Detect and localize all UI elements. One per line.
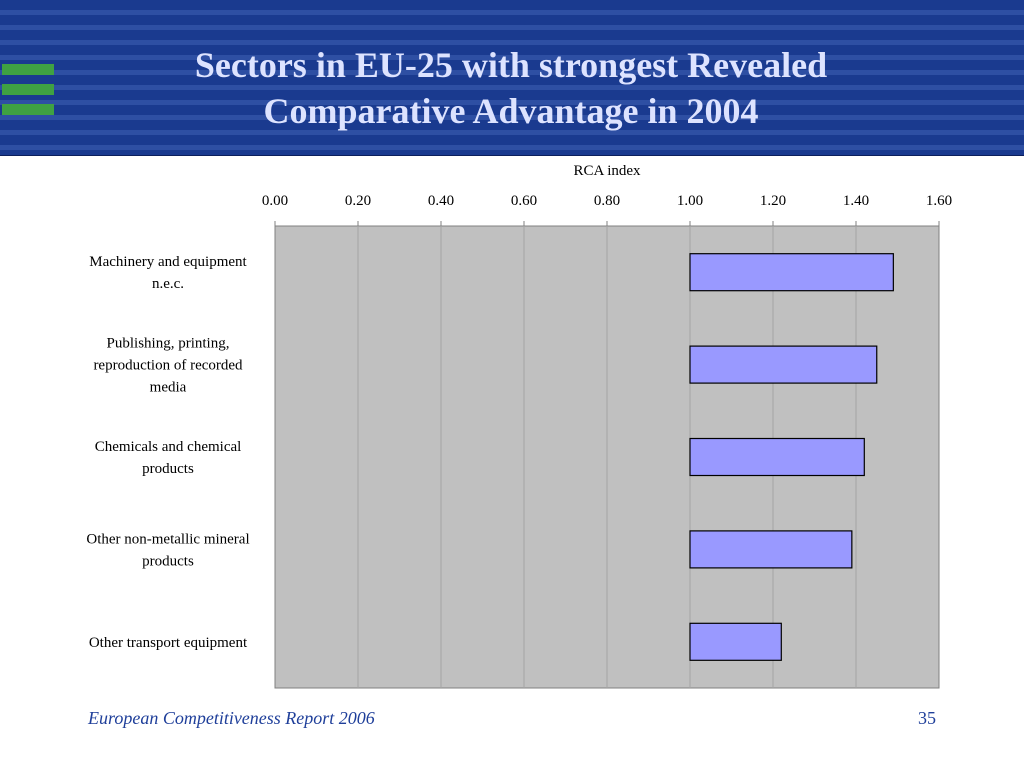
x-tick-label: 0.20 xyxy=(345,193,371,209)
category-label: Other non-metallic mineral products xyxy=(86,531,249,569)
x-tick-label: 0.00 xyxy=(262,193,288,209)
bar xyxy=(689,530,853,569)
category-label-line: Machinery and equipment xyxy=(89,254,247,270)
category-label: Machinery and equipment n.e.c. xyxy=(89,254,247,292)
x-tick-label: 1.40 xyxy=(843,193,869,209)
footer-source: European Competitiveness Report 2006 xyxy=(88,708,375,728)
bar xyxy=(689,622,782,661)
category-label-line: Other transport equipment xyxy=(89,635,248,651)
logo-stripes-icon xyxy=(2,64,54,116)
x-axis-label: RCA index xyxy=(573,163,641,179)
x-tick-label: 1.20 xyxy=(760,193,786,209)
x-tick-label: 1.00 xyxy=(677,193,703,209)
category-label-line: Other non-metallic mineral xyxy=(86,531,249,547)
category-label: Chemicals and chemical products xyxy=(95,439,242,477)
rca-bar-chart: 0.00 0.20 0.40 0.60 0.80 1.00 1.20 1.40 1.60 RCA … xyxy=(86,163,952,689)
category-label-line: products xyxy=(142,553,194,569)
title-line-1: Sectors in EU-25 with strongest Revealed xyxy=(194,45,828,85)
bar xyxy=(689,253,894,292)
x-tick-label: 0.60 xyxy=(511,193,537,209)
x-tick-label: 0.40 xyxy=(428,193,454,209)
bar xyxy=(689,437,865,477)
category-label-line: reproduction of recorded xyxy=(93,358,243,374)
logo-stripe xyxy=(2,104,54,115)
page-title: Sectors in EU-25 with strongest Revealed… xyxy=(100,42,922,134)
category-label-line: media xyxy=(150,380,187,396)
title-line-2: Comparative Advantage in 2004 xyxy=(263,91,759,131)
page-number: 35 xyxy=(918,708,936,728)
bar xyxy=(689,345,878,384)
x-tick-label: 1.60 xyxy=(926,193,952,209)
logo-stripe xyxy=(2,84,54,95)
header-banner: Sectors in EU-25 with strongest Revealed… xyxy=(0,0,1024,156)
category-label-line: n.e.c. xyxy=(152,276,184,292)
category-label-line: products xyxy=(142,461,194,477)
logo-stripe xyxy=(2,64,54,75)
x-tick-label: 0.80 xyxy=(594,193,620,209)
category-label-line: Publishing, printing, xyxy=(107,336,230,352)
category-label: Publishing, printing, reproduction of rec… xyxy=(93,336,243,396)
category-label-line: Chemicals and chemical xyxy=(95,439,242,455)
category-label: Other transport equipment xyxy=(89,635,248,651)
